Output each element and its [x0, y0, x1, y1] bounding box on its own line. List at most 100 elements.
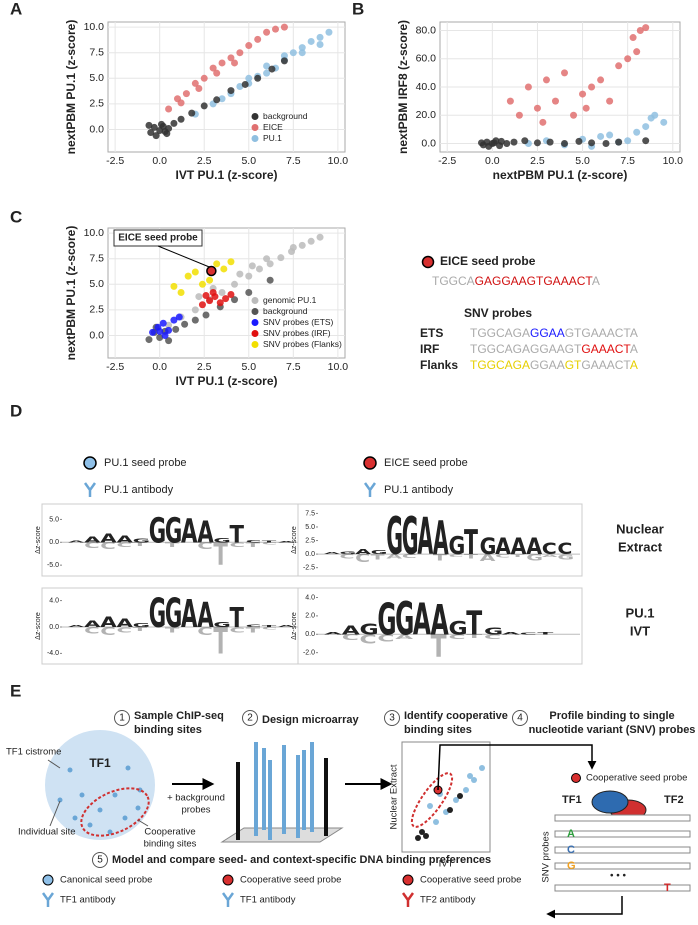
logo-letter: A [116, 617, 133, 631]
point [170, 282, 178, 290]
y-tick-label: 60.0 [416, 53, 437, 65]
point [248, 262, 256, 270]
logo-letter: G [360, 620, 379, 638]
point [660, 118, 668, 126]
point [236, 82, 244, 90]
logo-letter: T [466, 633, 483, 639]
point [546, 138, 554, 146]
point [231, 280, 239, 288]
point [633, 128, 641, 136]
sequence: TGGCAGAGGAAGTGAAACTA [470, 342, 638, 356]
legend-label: background [263, 306, 308, 316]
logo-letter: T [246, 541, 261, 549]
legend-swatch [251, 135, 259, 142]
legend-label: TF2 antibody [420, 895, 476, 906]
point [195, 85, 203, 93]
y-tick-label: 7.5 [89, 252, 104, 264]
point [213, 260, 221, 268]
point [209, 288, 217, 296]
y-tick-label: 7.5 [305, 510, 315, 517]
point [254, 74, 262, 82]
logo-letter: G [377, 594, 396, 645]
ellipsis: • • • [610, 871, 627, 882]
logo-letter: T [262, 540, 277, 543]
point [254, 35, 262, 43]
seed-sequence: TGGCAGAGGAAGTGAAACTA [432, 274, 600, 288]
label: + background [167, 793, 225, 804]
point [200, 74, 208, 82]
logo-letter: T [371, 553, 386, 562]
step-title: Design microarray [262, 714, 359, 726]
legend-swatch [251, 113, 259, 120]
x-axis-label: IVT PU.1 (z-score) [175, 374, 277, 388]
logo-letter: G [526, 552, 543, 563]
logo-letter: G [133, 538, 150, 544]
y-axis-label: nextPBM IRF8 (z-score) [396, 20, 410, 154]
header: PU.1 antibody [104, 484, 174, 496]
logo-letter: C [448, 633, 465, 640]
logo-letter: C [230, 625, 246, 634]
x-axis-label: nextPBM PU.1 (z-score) [493, 168, 628, 182]
logo-letter: A [116, 533, 133, 544]
logo-letter: G [480, 534, 497, 560]
point [145, 336, 153, 344]
seed-icon [222, 874, 234, 886]
step-title: binding sites [134, 724, 202, 736]
sequence-part: A [630, 342, 638, 356]
logo-letter: T [511, 554, 525, 558]
point [149, 328, 157, 336]
sequence-part: GAGGAAGTGAAACT [475, 274, 594, 288]
label: probes [181, 805, 210, 816]
point [161, 128, 169, 136]
point [184, 272, 192, 280]
logo-frame [41, 587, 303, 665]
row-label: PU.1 [626, 605, 655, 620]
seed-icon [421, 255, 435, 269]
point [606, 97, 614, 105]
point [198, 280, 206, 288]
point [588, 139, 596, 147]
panel-label: A [10, 0, 22, 18]
point [227, 54, 235, 62]
legend-swatch [251, 297, 259, 304]
x-tick-label: 10.0 [328, 155, 349, 167]
legend-label: SNV probes (IRF) [263, 328, 331, 338]
point [165, 326, 173, 334]
step-number: 2 [247, 713, 253, 724]
label: TF1 cistrome [6, 747, 61, 758]
logo-letter: C [100, 541, 116, 552]
sequence-part: TGGCAGAGGAAGT [470, 342, 582, 356]
point [561, 140, 569, 148]
sequence-part: GGAA [530, 326, 565, 340]
logo-letter: A [100, 614, 116, 631]
point [195, 293, 203, 301]
point [542, 76, 550, 84]
step-number: 1 [119, 713, 125, 724]
point [503, 140, 511, 148]
logo-letter: G [165, 590, 182, 637]
legend-label: TF1 antibody [60, 895, 116, 906]
y-tick-label: 5.0 [89, 72, 104, 84]
legend-label: EICE [263, 122, 283, 132]
point [161, 331, 169, 339]
x-tick-label: 7.5 [286, 155, 301, 167]
legend-label: background [263, 111, 308, 121]
logo-letter: C [542, 540, 557, 559]
point [191, 79, 199, 87]
point [289, 49, 297, 57]
sequence-part: A [592, 274, 600, 288]
sequence-part: GGAA [530, 358, 565, 372]
step-title: binding sites [404, 724, 472, 736]
leader [49, 800, 61, 827]
antibody-icon [221, 892, 235, 907]
point [263, 62, 271, 70]
logo-letter: C [246, 624, 262, 628]
logo-letter: A [181, 513, 198, 551]
point [506, 97, 514, 105]
antibody-icon [363, 482, 377, 497]
logo-letter: A [100, 532, 117, 546]
point [624, 55, 632, 63]
logo-letter: A [355, 547, 371, 556]
logo-letter: G [395, 593, 414, 646]
